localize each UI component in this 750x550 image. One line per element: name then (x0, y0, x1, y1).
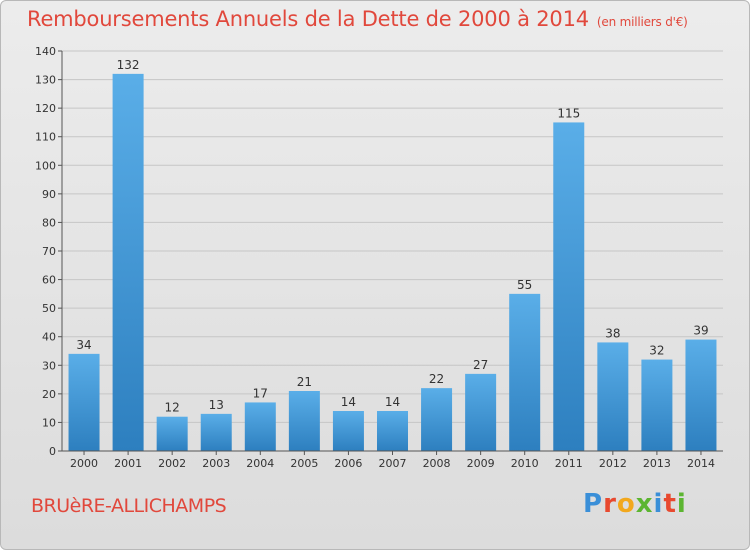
logo-letter: P (583, 489, 604, 519)
bar (553, 122, 585, 451)
y-tick-label: 50 (42, 302, 56, 315)
bar-value-label: 34 (76, 338, 91, 352)
x-tick-label: 2000 (70, 457, 98, 470)
bar-value-label: 14 (385, 395, 400, 409)
bar-value-label: 32 (649, 344, 664, 358)
y-tick-label: 130 (35, 74, 56, 87)
chart-title-text: Remboursements Annuels de la Dette de 20… (27, 7, 589, 31)
x-tick-label: 2011 (555, 457, 583, 470)
bar (465, 373, 497, 451)
x-tick-label: 2002 (158, 457, 186, 470)
bar (421, 388, 453, 451)
y-tick-label: 0 (49, 445, 56, 458)
y-tick-label: 40 (42, 331, 56, 344)
x-axis: 2000 2001 2002 2003 2004 2005 2006 2007 2008 2009… (62, 450, 723, 470)
y-tick-label: 70 (42, 245, 56, 258)
bar (68, 353, 100, 451)
bar (597, 342, 629, 451)
x-tick-label: 2007 (379, 457, 407, 470)
bar (685, 339, 717, 451)
bar-value-label: 14 (341, 395, 356, 409)
y-tick-label: 30 (42, 359, 56, 372)
x-tick-label: 2001 (114, 457, 142, 470)
x-tick-label: 2012 (599, 457, 627, 470)
logo-letter: t (663, 489, 677, 519)
bar-value-label: 27 (473, 358, 488, 372)
y-tick-label: 10 (42, 416, 56, 429)
y-tick-label: 80 (42, 216, 56, 229)
x-tick-label: 2005 (290, 457, 318, 470)
bar-value-label: 22 (429, 372, 444, 386)
bar-value-label: 55 (517, 278, 532, 292)
bar-value-label: 12 (165, 401, 180, 415)
chart-unit: (en milliers d'€) (596, 15, 688, 29)
bar (377, 411, 408, 451)
y-tick-label: 120 (35, 102, 56, 115)
bar-value-label: 115 (557, 106, 580, 120)
y-axis: 0 10 20 30 40 50 60 70 80 90 100 110 120 130 140 (35, 45, 63, 458)
bar (509, 293, 541, 451)
bar-value-label: 38 (605, 326, 620, 340)
x-tick-label: 2008 (423, 457, 451, 470)
commune-name: BRUèRE-ALLICHAMPS (31, 495, 227, 517)
y-tick-label: 100 (35, 159, 56, 172)
x-tick-label: 2013 (643, 457, 671, 470)
bar (156, 416, 188, 451)
y-tick-label: 140 (35, 45, 56, 58)
x-tick-label: 2009 (467, 457, 495, 470)
chart-title: Remboursements Annuels de la Dette de 20… (27, 7, 688, 31)
y-tick-label: 90 (42, 188, 56, 201)
bar-value-label: 21 (297, 375, 312, 389)
x-tick-label: 2004 (246, 457, 274, 470)
bar (112, 73, 144, 451)
bar (641, 359, 673, 451)
bar (332, 411, 364, 451)
bar (200, 413, 232, 451)
bar-value-label: 132 (117, 58, 140, 72)
logo-letter: i (653, 489, 664, 519)
bar (244, 402, 276, 451)
bar-value-label: 17 (253, 386, 268, 400)
bars: 34 132 12 13 17 21 14 14 22 27 55 115 38 32 39 (68, 58, 717, 451)
y-tick-label: 60 (42, 274, 56, 287)
x-tick-label: 2014 (687, 457, 715, 470)
x-tick-label: 2006 (334, 457, 362, 470)
logo-letter: i (676, 489, 687, 519)
x-tick-label: 2010 (511, 457, 539, 470)
proxiti-logo[interactable]: Proxiti (583, 489, 687, 519)
bar (288, 391, 320, 451)
logo-letter: r (603, 489, 617, 519)
bar-value-label: 39 (693, 324, 708, 338)
y-tick-label: 20 (42, 388, 56, 401)
logo-letter: x (635, 489, 654, 519)
logo-letter: o (616, 489, 636, 519)
x-tick-label: 2003 (202, 457, 230, 470)
y-tick-label: 110 (35, 131, 56, 144)
bar-value-label: 13 (209, 398, 224, 412)
